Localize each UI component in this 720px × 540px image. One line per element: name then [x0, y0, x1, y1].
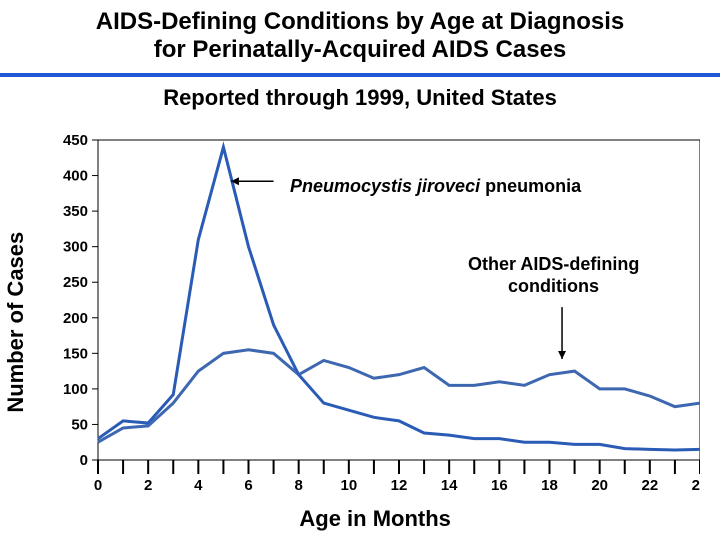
chart-area: Number of Cases 050100150200250300350400… — [20, 130, 700, 530]
x-tick-label: 4 — [194, 477, 203, 494]
y-tick-label: 200 — [63, 310, 88, 327]
line-chart: 0501001502002503003504004500246810121416… — [20, 130, 700, 500]
x-axis-label: Age in Months — [299, 506, 451, 532]
y-tick-label: 450 — [63, 132, 88, 149]
title-underline — [0, 73, 720, 77]
other-arrowhead-icon — [558, 351, 566, 359]
other-series-line — [98, 350, 700, 442]
x-tick-label: 16 — [491, 477, 508, 494]
x-tick-label: 10 — [340, 477, 357, 494]
x-tick-label: 20 — [591, 477, 608, 494]
x-tick-label: 24 — [692, 477, 700, 494]
x-tick-label: 22 — [641, 477, 658, 494]
x-tick-label: 18 — [541, 477, 558, 494]
x-tick-label: 8 — [294, 477, 302, 494]
y-tick-label: 50 — [71, 416, 88, 433]
y-tick-label: 150 — [63, 345, 88, 362]
y-tick-label: 350 — [63, 203, 88, 220]
subtitle: Reported through 1999, United States — [0, 85, 720, 111]
other-series-line-bg — [98, 350, 700, 442]
title-line-2: for Perinatally-Acquired AIDS Cases — [40, 36, 680, 64]
y-tick-label: 300 — [63, 239, 88, 256]
x-tick-label: 0 — [94, 477, 102, 494]
y-tick-label: 100 — [63, 381, 88, 398]
other-annotation-label-1: Other AIDS-defining — [468, 254, 639, 274]
x-tick-label: 14 — [441, 477, 458, 494]
title-block: AIDS-Defining Conditions by Age at Diagn… — [0, 0, 720, 67]
x-tick-label: 2 — [144, 477, 152, 494]
slide: AIDS-Defining Conditions by Age at Diagn… — [0, 0, 720, 540]
y-tick-label: 400 — [63, 168, 88, 185]
y-tick-label: 0 — [80, 452, 88, 469]
x-tick-label: 6 — [244, 477, 252, 494]
title-line-1: AIDS-Defining Conditions by Age at Diagn… — [40, 8, 680, 36]
other-annotation-label-2: conditions — [508, 276, 599, 296]
y-tick-label: 250 — [63, 274, 88, 291]
pcp-annotation-label: Pneumocystis jiroveci pneumonia — [290, 176, 582, 196]
x-tick-label: 12 — [391, 477, 408, 494]
